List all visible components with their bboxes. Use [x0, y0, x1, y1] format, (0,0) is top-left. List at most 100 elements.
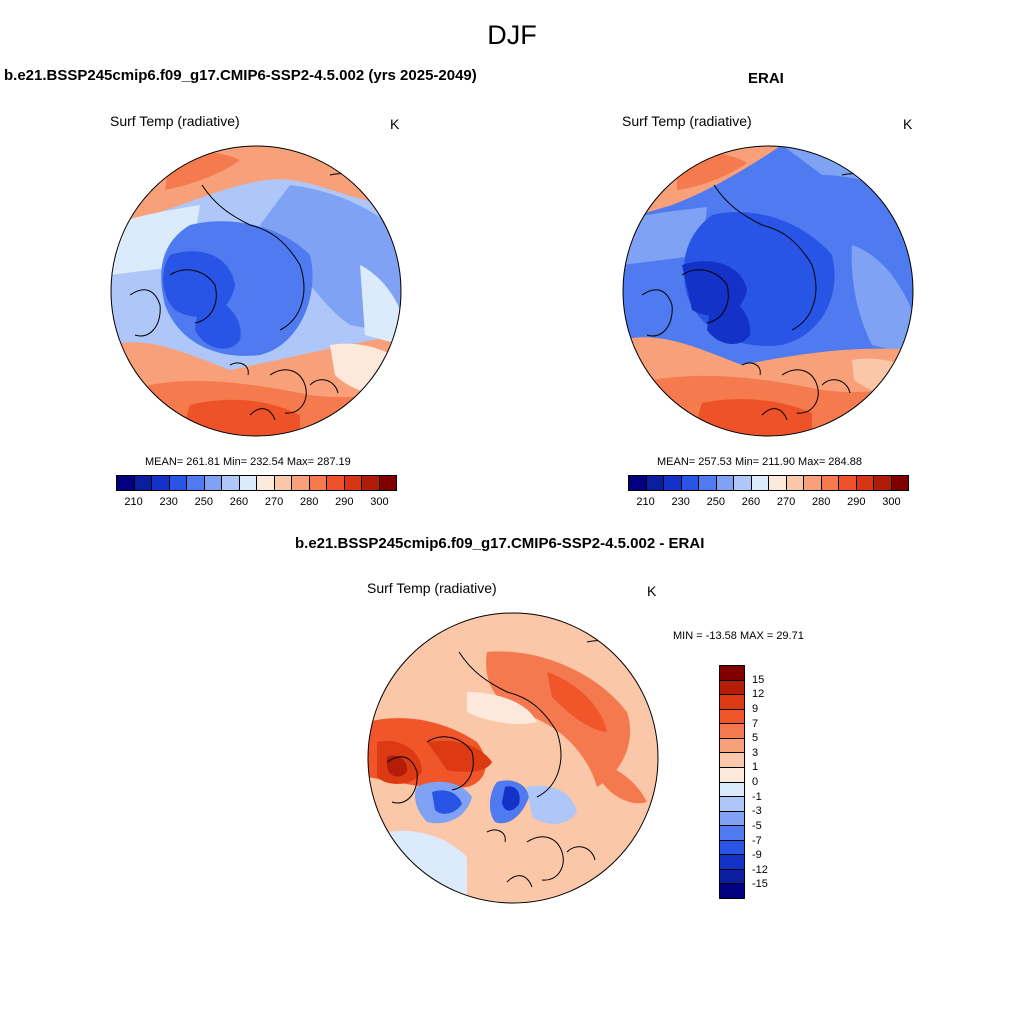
colorbar-swatch: [720, 753, 744, 768]
colorbar-swatch: [874, 476, 892, 490]
diff-units-label: K: [647, 583, 657, 599]
colorbar-tick-label: -12: [752, 863, 768, 876]
colorbar-swatch: [720, 884, 744, 898]
colorbar-swatch: [629, 476, 647, 490]
colorbar-tick-label: 3: [752, 746, 759, 759]
colorbar-tick-label: 250: [194, 496, 213, 508]
colorbar-tick-label: 270: [776, 496, 796, 508]
model-polar-map: [110, 145, 402, 437]
colorbar-swatch: [720, 869, 744, 885]
colorbar-swatch: [204, 476, 222, 490]
colorbar-swatch: [751, 476, 769, 490]
obs-colorbar-labels: 210 230 250 260 270 280 290 300: [628, 496, 909, 510]
colorbar-swatch: [720, 782, 744, 798]
obs-units-label: K: [903, 116, 913, 132]
colorbar-tick-label: -1: [752, 790, 762, 803]
colorbar-swatch: [804, 476, 822, 490]
colorbar-swatch: [292, 476, 310, 490]
colorbar-tick-label: 280: [300, 496, 319, 508]
colorbar-swatch: [720, 738, 744, 754]
model-panel-title: b.e21.BSSP245cmip6.f09_g17.CMIP6-SSP2-4.…: [4, 67, 477, 84]
colorbar-swatch: [309, 476, 327, 490]
colorbar-tick-label: 280: [812, 496, 831, 508]
colorbar-swatch: [720, 811, 744, 827]
colorbar-tick-label: 230: [671, 496, 690, 508]
colorbar-swatch: [169, 476, 187, 490]
colorbar-swatch: [856, 476, 874, 490]
colorbar-swatch: [716, 476, 734, 490]
colorbar-swatch: [720, 666, 744, 681]
obs-variable-label: Surf Temp (radiative): [622, 113, 752, 129]
colorbar-swatch: [734, 476, 752, 490]
model-units-label: K: [390, 116, 400, 132]
colorbar-swatch: [821, 476, 839, 490]
colorbar-tick-label: 300: [882, 496, 901, 508]
colorbar-tick-label: 260: [741, 496, 761, 508]
colorbar-swatch: [720, 797, 744, 812]
colorbar-tick-label: -9: [752, 849, 762, 862]
colorbar-tick-label: 260: [229, 496, 249, 508]
colorbar-swatch: [327, 476, 345, 490]
colorbar-tick-label: 290: [335, 496, 354, 508]
colorbar-swatch: [152, 476, 170, 490]
model-colorbar-labels: 210 230 250 260 270 280 290 300: [116, 496, 397, 510]
colorbar-tick-label: -5: [752, 819, 762, 832]
colorbar-tick-label: 7: [752, 717, 759, 730]
diff-colorbar-labels: 15 12 9 7 5 3 1 0 -1 -3 -5 -7 -9 -12 -15: [752, 665, 792, 899]
colorbar-swatch: [362, 476, 380, 490]
colorbar-swatch: [720, 695, 744, 710]
colorbar-swatch: [664, 476, 682, 490]
colorbar-swatch: [222, 476, 240, 490]
colorbar-swatch: [274, 476, 292, 490]
colorbar-swatch: [379, 476, 396, 490]
colorbar-tick-label: 210: [124, 496, 143, 508]
colorbar-swatch: [699, 476, 717, 490]
colorbar-swatch: [681, 476, 699, 490]
colorbar-swatch: [720, 724, 744, 739]
colorbar-swatch: [344, 476, 362, 490]
model-stats: MEAN= 261.81 Min= 232.54 Max= 287.19: [145, 456, 351, 468]
colorbar-swatch: [134, 476, 152, 490]
colorbar-swatch: [720, 840, 744, 856]
colorbar-tick-label: 270: [264, 496, 284, 508]
colorbar-tick-label: -3: [752, 805, 762, 818]
colorbar-swatch: [839, 476, 857, 490]
colorbar-swatch: [720, 826, 744, 841]
colorbar-swatch: [720, 855, 744, 870]
colorbar-tick-label: 250: [706, 496, 725, 508]
colorbar-tick-label: 210: [636, 496, 655, 508]
obs-colorbar: [628, 475, 909, 491]
colorbar-swatch: [187, 476, 205, 490]
diff-stats: MIN = -13.58 MAX = 29.71: [673, 630, 804, 642]
diff-variable-label: Surf Temp (radiative): [367, 580, 497, 596]
colorbar-swatch: [720, 709, 744, 725]
colorbar-tick-label: 300: [370, 496, 389, 508]
obs-panel-title: ERAI: [748, 70, 784, 87]
colorbar-tick-label: 230: [159, 496, 178, 508]
colorbar-swatch: [720, 680, 744, 696]
diff-polar-map: [367, 612, 659, 904]
diff-colorbar: [719, 665, 745, 899]
colorbar-tick-label: 1: [752, 761, 759, 774]
colorbar-tick-label: 0: [752, 776, 759, 788]
colorbar-swatch: [239, 476, 257, 490]
colorbar-swatch: [891, 476, 908, 490]
colorbar-tick-label: 290: [847, 496, 866, 508]
colorbar-tick-label: 12: [752, 688, 765, 701]
colorbar-tick-label: -7: [752, 834, 762, 847]
obs-polar-map: [622, 145, 914, 437]
obs-stats: MEAN= 257.53 Min= 211.90 Max= 284.88: [657, 456, 862, 468]
model-colorbar: [116, 475, 397, 491]
colorbar-swatch: [257, 476, 275, 490]
colorbar-swatch: [646, 476, 664, 490]
colorbar-tick-label: 15: [752, 673, 765, 686]
colorbar-tick-label: -15: [752, 878, 768, 891]
diff-panel-title: b.e21.BSSP245cmip6.f09_g17.CMIP6-SSP2-4.…: [295, 535, 705, 552]
colorbar-tick-label: 5: [752, 732, 759, 745]
model-variable-label: Surf Temp (radiative): [110, 113, 240, 129]
colorbar-swatch: [786, 476, 804, 490]
colorbar-swatch: [117, 476, 135, 490]
colorbar-swatch: [720, 767, 744, 783]
colorbar-swatch: [769, 476, 787, 490]
colorbar-tick-label: 9: [752, 702, 759, 715]
